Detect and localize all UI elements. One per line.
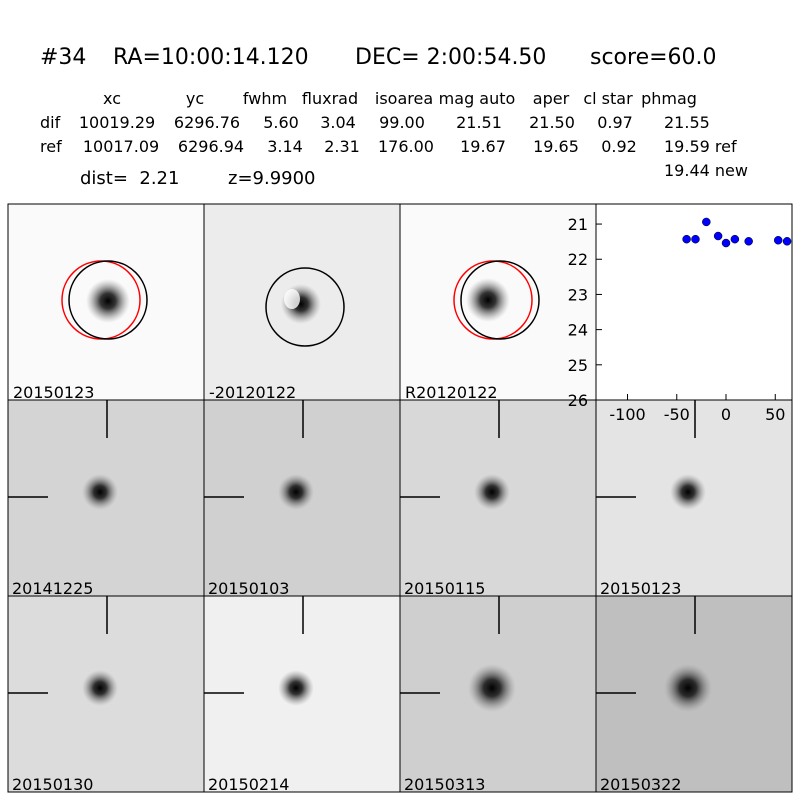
y-tick-label: 21 [568,215,588,234]
table-cell: 19.67 [460,137,506,156]
cand-id: #34 [40,45,86,70]
data-point [730,234,740,244]
plot-area [595,203,793,401]
data-point [691,234,700,244]
table-cell: 176.00 [378,137,434,156]
table-cell: 0.97 [597,113,633,132]
source-blob [278,474,314,510]
data-point [702,217,711,227]
source-blob [278,670,314,706]
table-cell: 3.14 [267,137,303,156]
extra-phmag: 19.44 new [664,161,748,180]
panel-label: 20141225 [12,579,93,598]
x-tick-label: -100 [609,405,645,424]
dist: dist= 2.21 [80,168,179,189]
table-cell: 0.92 [601,137,637,156]
table-cell: 10019.29 [79,113,155,132]
data-point [744,237,753,246]
column-header: fwhm [243,89,287,108]
column-header: aper [533,89,570,108]
table-cell: 99.00 [379,113,425,132]
column-header: isoarea [375,89,433,108]
score: score=60.0 [590,45,717,70]
column-header: fluxrad [302,89,358,108]
subtraction-residual [284,289,300,309]
table-cell: 3.04 [320,113,356,132]
column-header: yc [186,89,204,108]
table-cell: 5.60 [263,113,299,132]
y-tick-label: 23 [568,285,588,304]
column-header: phmag [641,89,697,108]
source-blob [82,670,118,706]
table-cell: 21.51 [456,113,502,132]
aperture-circle [460,260,540,340]
column-header: mag auto [439,89,516,108]
panel-label: 20150322 [600,775,681,794]
column-header: xc [103,89,121,108]
row-label: ref [40,137,62,156]
x-tick-label: 50 [765,405,785,424]
x-tick-label: 0 [721,405,731,424]
y-tick-label: 24 [568,321,588,340]
table-cell: 2.31 [324,137,360,156]
y-tick-label: 22 [568,250,588,269]
panel-label: R20120122 [405,383,498,402]
x-tick-label: -50 [664,405,690,424]
panel-label: 20150115 [404,579,485,598]
table-cell: 10017.09 [83,137,159,156]
source-blob [664,664,712,712]
aperture-circle [265,267,345,347]
source-blob [466,278,510,322]
aperture-circle [68,260,148,340]
dec: DEC= 2:00:54.50 [355,45,546,70]
source-blob [82,474,118,510]
panel-label: 20150123 [600,579,681,598]
source-blob [474,474,510,510]
panel-label: 20150214 [208,775,289,794]
data-point [713,231,723,241]
column-header: cl star [583,89,633,108]
panel-label: 20150123 [13,383,94,402]
y-tick-label: 25 [568,356,588,375]
y-tick-label: 26 [568,391,588,410]
z: z=9.9900 [228,168,316,189]
ra: RA=10:00:14.120 [113,45,309,70]
panel-label: -20120122 [209,383,296,402]
source-blob [468,664,516,712]
table-cell: 19.59 ref [664,137,737,156]
table-cell: 19.65 [533,137,579,156]
table-cell: 21.55 [664,113,710,132]
table-cell: 6296.94 [178,137,244,156]
panel-label: 20150313 [404,775,485,794]
data-point [782,237,792,246]
panel-label: 20150103 [208,579,289,598]
source-blob [86,279,130,323]
table-cell: 6296.76 [174,113,240,132]
panel-label: 20150130 [12,775,93,794]
data-point [773,235,783,245]
source-blob [670,474,706,510]
data-point [682,234,691,244]
data-point [721,238,731,248]
row-label: dif [40,113,61,132]
table-cell: 21.50 [529,113,575,132]
